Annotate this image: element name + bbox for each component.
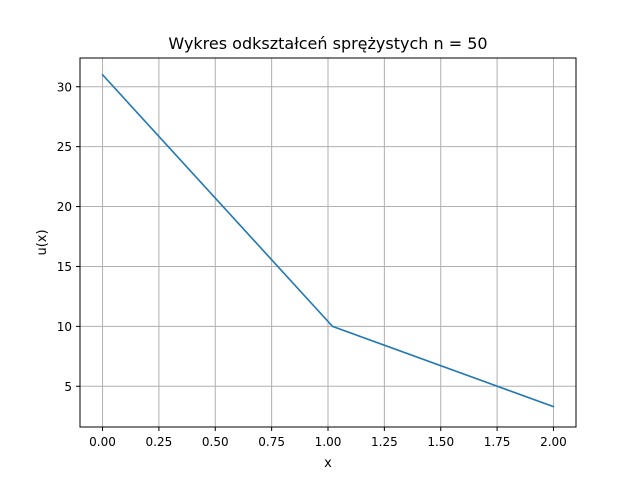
y-tick-label: 10	[57, 320, 72, 334]
x-tick-label: 0.00	[89, 435, 116, 449]
y-tick-label: 30	[57, 80, 72, 94]
grid	[80, 58, 576, 427]
x-tick-label: 1.75	[484, 435, 511, 449]
y-tick-label: 15	[57, 260, 72, 274]
x-tick-label: 1.00	[315, 435, 342, 449]
series-group	[101, 73, 555, 408]
y-axis-label: u(x)	[35, 229, 50, 255]
x-tick-label: 2.00	[540, 435, 567, 449]
x-tick-label: 1.25	[371, 435, 398, 449]
x-axis-label: x	[324, 456, 332, 471]
y-tick-label: 25	[57, 140, 72, 154]
x-tick-label: 0.25	[146, 435, 173, 449]
series-line	[101, 73, 555, 408]
y-axis: 5 10 15 20 25 30	[57, 80, 80, 394]
y-tick-label: 5	[64, 380, 72, 394]
x-tick-label: 0.75	[258, 435, 285, 449]
x-tick-label: 0.50	[202, 435, 229, 449]
y-tick-label: 20	[57, 200, 72, 214]
x-tick-label: 1.50	[427, 435, 454, 449]
x-axis: 0.00 0.25 0.50 0.75 1.00 1.25 1.50 1.75 2.00	[89, 427, 567, 449]
chart-title: Wykres odkształceń sprężystych n = 50	[168, 34, 487, 53]
